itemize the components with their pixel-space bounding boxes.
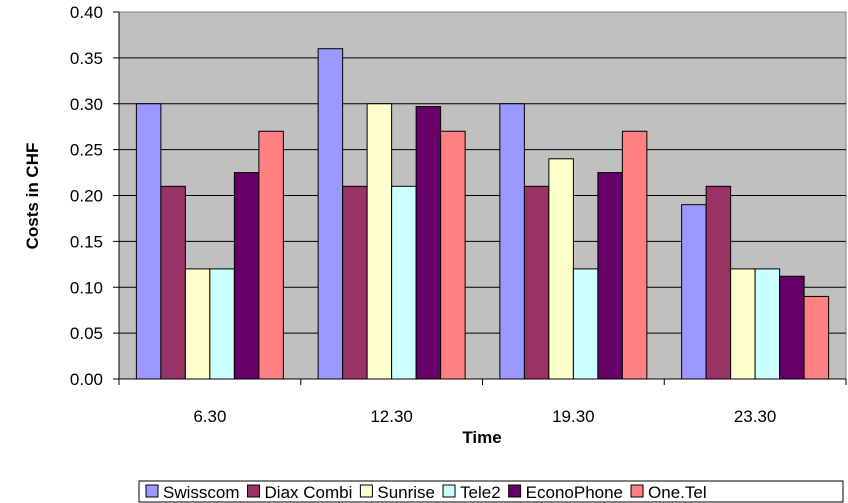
bar-tele2 [209,268,235,380]
legend-swatch [359,484,373,498]
y-tick-labels: 0.00 0.05 0.10 0.15 0.20 0.25 0.30 0.35 0.40 [70,3,103,389]
bar-diax-combi [342,185,368,380]
bar-one-tel [258,130,284,380]
bar-tele2 [572,268,599,380]
y-tick-label: 0.00 [70,370,103,389]
y-tick-label: 0.15 [70,232,103,251]
bar-swisscom [499,103,525,380]
legend-swatch [145,484,159,498]
y-tick-label: 0.40 [70,3,103,22]
bar-tele2 [391,185,417,380]
bar-econophone [233,172,260,380]
bar-tele2 [754,268,781,380]
y-tick-label: 0.25 [70,141,103,160]
legend-swatch [630,484,644,498]
legend-label: Sunrise [377,483,435,502]
y-tick-label: 0.30 [70,95,103,114]
axes [113,11,847,385]
bar-econophone [415,106,442,380]
bar-diax-combi [705,185,732,380]
bar-swisscom [681,204,707,380]
legend-label: Diax Combi [265,483,353,502]
bar-one-tel [621,130,648,380]
y-tick-label: 0.20 [70,187,103,206]
bar-sunrise [184,268,211,380]
x-axis-title: Time [462,428,501,447]
legend-box [138,480,844,503]
bars [135,48,830,380]
bar-econophone [597,172,623,380]
legend-label: Tele2 [460,483,501,502]
y-tick-label: 0.10 [70,278,103,297]
legend-swatch [247,484,261,498]
bar-sunrise [366,103,393,380]
legend-label: Swisscom [163,483,240,502]
legend-label: EconoPhone [526,483,623,502]
bar-one-tel [440,130,466,380]
x-tick-label: 12.30 [370,407,413,426]
legend-swatch [442,484,456,498]
y-axis-title: Costs in CHF [23,143,42,250]
x-tick-label: 23.30 [734,407,777,426]
bar-one-tel [803,295,830,380]
bar-sunrise [548,158,574,380]
bar-econophone [779,275,805,380]
legend-label: One.Tel [648,483,707,502]
y-tick-label: 0.05 [70,324,103,343]
y-tick-label: 0.35 [70,49,103,68]
x-tick-labels: 6.30 12.30 19.30 23.30 [193,407,776,426]
bar-sunrise [730,268,756,380]
bar-swisscom [317,48,344,380]
x-tick-label: 19.30 [552,407,595,426]
bar-swisscom [135,103,162,380]
legend: Swisscom Diax Combi Sunrise Tele2 EconoPhone… [138,480,844,503]
bar-diax-combi [523,185,550,380]
x-tick-label: 6.30 [193,407,226,426]
bar-diax-combi [160,185,186,380]
legend-swatch [508,484,522,498]
